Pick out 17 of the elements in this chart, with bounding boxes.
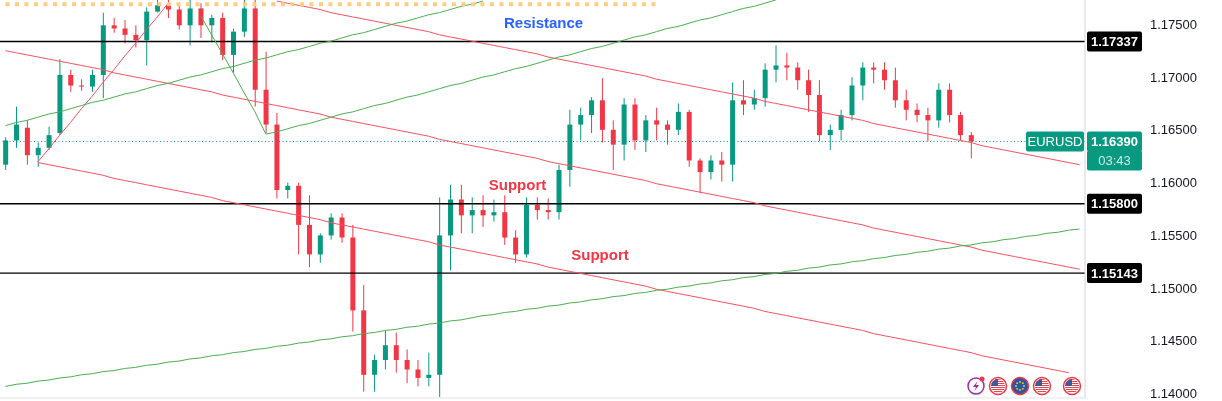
ref-line-label: 1.17337	[1091, 33, 1138, 49]
annotation: EURUSD	[1027, 133, 1083, 149]
text: 03:43	[1098, 152, 1131, 168]
y-tick-label: 1.17000	[1150, 69, 1197, 85]
ref-line-label: 1.15800	[1091, 196, 1138, 212]
y-tick-label: 1.15500	[1150, 227, 1197, 243]
y-tick-label: 1.16500	[1150, 122, 1197, 138]
y-tick-label: 1.16000	[1150, 175, 1197, 191]
annotation: Support	[571, 245, 629, 263]
ref-line-label: 1.15143	[1091, 265, 1138, 281]
y-tick-label: 1.15000	[1150, 280, 1197, 296]
y-tick-label: 1.14500	[1150, 333, 1197, 349]
annotation: Resistance	[503, 13, 584, 31]
y-tick-label: 1.14000	[1150, 386, 1197, 401]
y-tick-label: 1.17500	[1150, 16, 1197, 32]
annotation: Support	[488, 176, 547, 194]
ref-line-label: 1.16390	[1091, 133, 1138, 149]
